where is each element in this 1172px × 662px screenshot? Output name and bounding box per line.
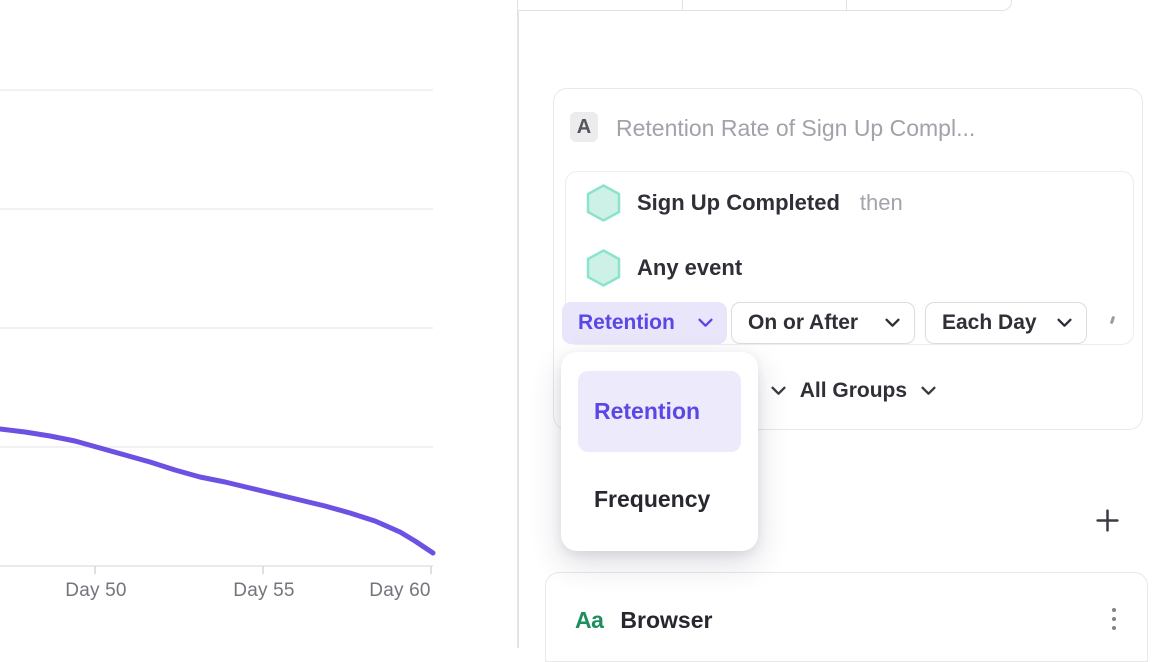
chevron-down-icon	[1057, 318, 1072, 327]
series-a-badge: A	[570, 112, 598, 142]
all-groups-dropdown-label[interactable]: All Groups	[799, 379, 908, 402]
event-name: Sign Up Completed	[637, 190, 840, 215]
retention-line-chart	[0, 89, 436, 574]
chevron-down-icon	[921, 386, 936, 395]
metric-dropdown-menu: Retention Frequency	[561, 352, 758, 551]
timing-dropdown-label: On or After	[748, 311, 859, 334]
metric-dropdown-label: Retention	[578, 311, 675, 334]
retention-chart-panel: Day 50 Day 55 Day 60	[0, 0, 518, 648]
event-hexagon-icon	[586, 249, 621, 287]
event-hexagon-icon	[586, 184, 621, 222]
top-tab-partial-1[interactable]	[518, 0, 682, 10]
metric-dropdown-button[interactable]: Retention	[562, 302, 727, 344]
top-tab-partial-2[interactable]	[681, 0, 847, 10]
chevron-down-icon	[698, 318, 713, 327]
event-row-any-event[interactable]: Any event	[586, 249, 742, 287]
add-breakdown-button[interactable]	[1090, 503, 1124, 537]
x-axis-label: Day 55	[233, 580, 295, 601]
kebab-dot	[1111, 616, 1117, 622]
interval-dropdown-button[interactable]: Each Day	[925, 302, 1087, 344]
secondary-controls-row: e All Groups	[745, 374, 936, 408]
breakdown-row[interactable]: Aa Browser	[575, 598, 712, 642]
text-property-icon: Aa	[575, 606, 604, 633]
menu-option-frequency[interactable]: Frequency	[578, 464, 741, 534]
event-row-sign-up-completed[interactable]: Sign Up Completed then	[586, 184, 903, 222]
timing-dropdown-button[interactable]: On or After	[731, 302, 915, 344]
top-segmented-bar	[517, 0, 1012, 11]
interval-dropdown-label: Each Day	[942, 311, 1037, 334]
kebab-menu-icon[interactable]	[1103, 596, 1125, 642]
chevron-down-icon	[771, 386, 786, 395]
menu-option-retention[interactable]: Retention	[578, 371, 741, 452]
x-axis-label: Day 50	[65, 580, 127, 601]
plus-icon	[1095, 508, 1119, 532]
event-name: Any event	[637, 255, 743, 280]
x-axis-label: Day 60	[369, 580, 431, 601]
series-a-badge-label: A	[576, 115, 592, 138]
breakdown-property-label: Browser	[620, 606, 713, 633]
panel-divider	[517, 0, 519, 648]
menu-option-label: Frequency	[594, 485, 711, 512]
chevron-down-icon	[885, 318, 900, 327]
top-tab-partial-3[interactable]	[846, 0, 1011, 10]
kebab-dot	[1111, 625, 1117, 631]
event-suffix: then	[859, 190, 903, 215]
breakdown-card	[545, 572, 1148, 662]
query-title-input[interactable]: Retention Rate of Sign Up Compl...	[616, 115, 976, 141]
kebab-dot	[1111, 607, 1117, 613]
menu-option-label: Retention	[594, 398, 701, 424]
